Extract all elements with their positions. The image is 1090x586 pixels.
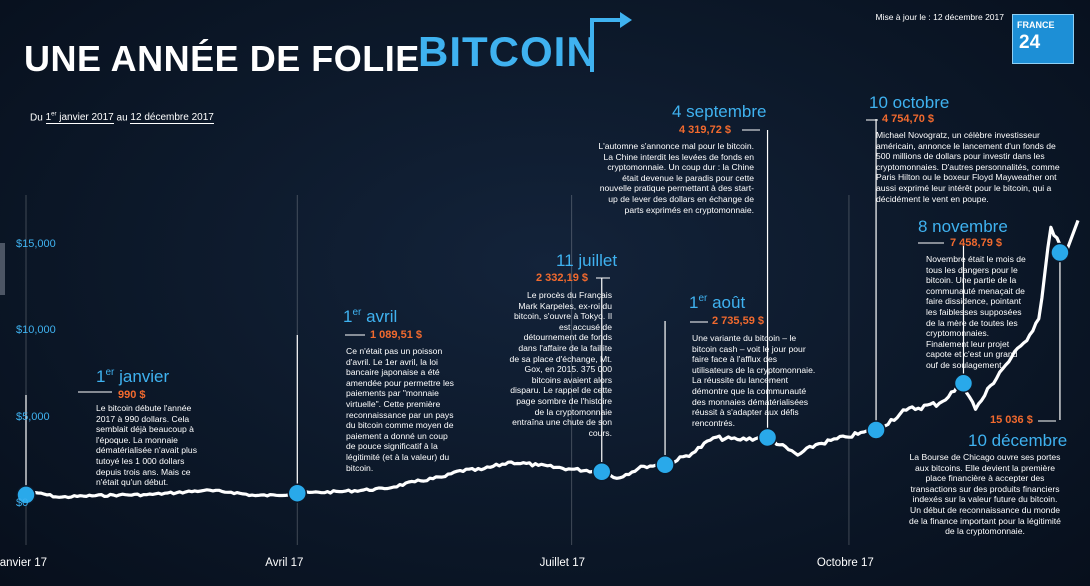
x-tick-label: Avril 17: [265, 557, 304, 569]
event-marker: [16, 485, 36, 505]
event-date: 11 juillet: [556, 251, 618, 270]
event-price: 4 319,72 $: [679, 124, 731, 136]
event-price: 2 332,19 $: [536, 272, 588, 284]
event-description: Le bitcoin débute l'année 2017 à 990 dol…: [96, 403, 198, 488]
left-edge-tab[interactable]: [0, 243, 5, 295]
event-marker: [287, 483, 308, 503]
bitcoin-wordmark: BITCOIN: [418, 28, 598, 75]
event-price: 4 754,70 $: [882, 113, 934, 125]
event-description: Michael Novogratz, un célèbre investisse…: [876, 130, 1060, 204]
event-price: 1 089,51 $: [370, 329, 422, 341]
event-description: L'automne s'annonce mal pour le bitcoin.…: [598, 141, 754, 215]
event-price: 7 458,79 $: [950, 237, 1002, 249]
event-marker: [655, 455, 675, 475]
date-range: Du 1er janvier 2017 au 12 décembre 2017: [30, 112, 214, 125]
event-date: 10 octobre: [869, 93, 950, 112]
price-line: [25, 219, 1080, 500]
event-price: 2 735,59 $: [712, 315, 764, 327]
page-title: UNE ANNÉE DE FOLIE: [24, 38, 420, 79]
x-tick-label: Juillet 17: [539, 557, 585, 569]
x-tick-label: Janvier 17: [0, 557, 48, 569]
y-tick-label: $15,000: [16, 238, 56, 251]
event-marker: [1050, 242, 1070, 263]
event-description: Novembre était le mois de tous les dange…: [926, 254, 1026, 370]
event-description: La Bourse de Chicago ouvre ses portes au…: [909, 452, 1061, 537]
event-date: 4 septembre: [672, 102, 767, 121]
event-date: 1er avril: [343, 307, 398, 326]
event-description: Le procès du Français Mark Karpeles, ex-…: [509, 290, 612, 438]
update-date: Mise à jour le : 12 décembre 2017: [875, 12, 1004, 22]
event-price: 990 $: [118, 389, 146, 401]
event-price: 15 036 $: [990, 414, 1033, 426]
event-marker: [866, 420, 886, 440]
x-tick-label: Octobre 17: [816, 557, 874, 569]
event-date: 1er août: [689, 293, 746, 312]
event-description: Ce n'était pas un poisson d'avril. Le 1e…: [346, 346, 454, 473]
y-tick-label: $5,000: [16, 410, 50, 423]
y-tick-label: $0: [16, 497, 29, 509]
event-marker: [592, 462, 612, 482]
event-marker: [757, 427, 778, 448]
event-description: Une variante du bitcoin – le bitcoin cas…: [692, 333, 816, 428]
y-tick-label: $10,000: [16, 324, 56, 337]
event-marker: [953, 373, 974, 394]
event-date: 1er janvier: [96, 367, 170, 386]
event-date: 10 décembre: [968, 431, 1068, 450]
event-date: 8 novembre: [918, 217, 1008, 236]
france24-logo: FRANCE 24: [1012, 14, 1074, 64]
